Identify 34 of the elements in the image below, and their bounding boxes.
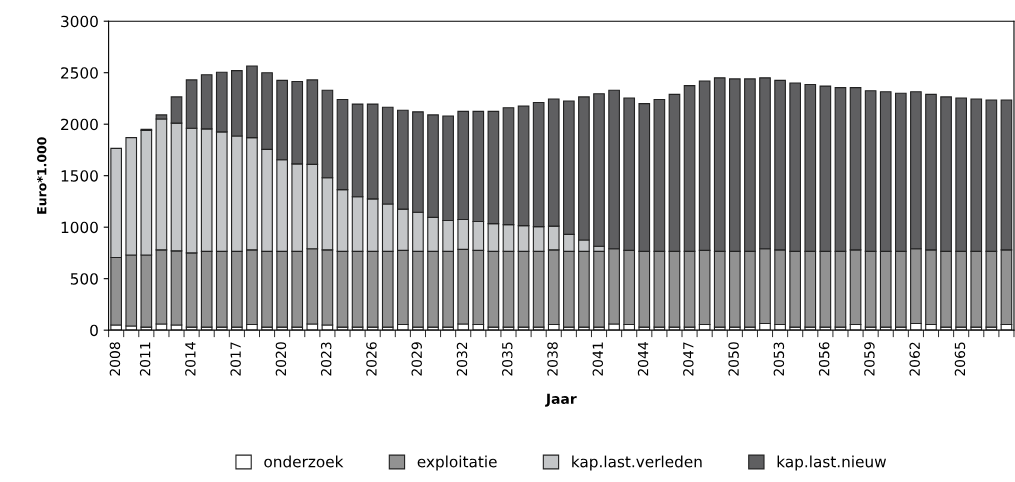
y-tick-label: 500 (70, 273, 98, 285)
x-tick-label: 2065 (954, 342, 966, 376)
y-tick-label: 3000 (61, 15, 98, 28)
y-tick-label: 0 (90, 324, 98, 337)
bar (593, 250, 605, 328)
x-tick-label: 2026 (366, 342, 377, 376)
legend-label: onderzoek (264, 455, 344, 468)
y-axis-title: Euro*1.000 (37, 137, 47, 214)
x-tick-label: 2017 (230, 342, 241, 376)
x-tick-label: 2056 (818, 342, 830, 376)
x-tick-label: 2032 (456, 342, 468, 376)
x-tick-label: 2059 (864, 342, 875, 376)
legend-label: exploitatie (417, 455, 497, 471)
x-tick-label: 2008 (109, 342, 121, 376)
x-tick-label: 2011 (139, 342, 151, 376)
x-tick-label: 2062 (909, 342, 920, 376)
x-tick-label: 2023 (320, 342, 332, 376)
x-tick-label: 2014 (185, 342, 196, 376)
x-tick-label: 2047 (683, 342, 694, 376)
y-tick-label: 1500 (61, 170, 98, 182)
x-tick-label: 2053 (773, 342, 785, 376)
x-tick-label: 2029 (411, 342, 422, 376)
y-tick-label: 2500 (61, 67, 98, 79)
x-tick-label: 2044 (637, 342, 649, 376)
x-tick-label: 2020 (275, 342, 287, 376)
x-tick-label: 2050 (728, 342, 739, 376)
legend-label: kap.last.verleden (572, 455, 702, 471)
x-tick-label: 2041 (592, 342, 604, 376)
y-tick-label: 2000 (61, 118, 98, 131)
y-tick-label: 1000 (61, 221, 98, 234)
x-tick-label: 2035 (502, 342, 513, 376)
x-axis-title: Jaar (545, 393, 577, 407)
x-tick-label: 2038 (547, 342, 558, 376)
legend-label: kap.last.nieuw (777, 455, 886, 471)
